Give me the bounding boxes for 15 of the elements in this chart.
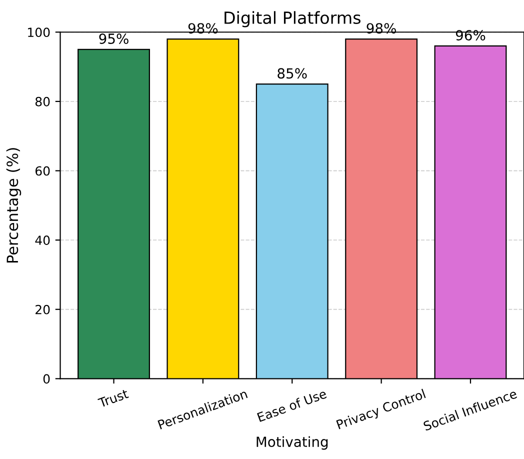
data-label: 95% bbox=[99, 33, 128, 44]
data-label: 98% bbox=[188, 23, 218, 34]
x-axis-title: Motivating bbox=[256, 436, 328, 450]
y-axis-title: Percentage (%) bbox=[6, 148, 22, 263]
chart-title: Digital Platforms bbox=[224, 11, 360, 28]
x-tick-label: Trust bbox=[98, 388, 129, 408]
y-tick-label: 20 bbox=[36, 304, 50, 314]
y-tick-label: 0 bbox=[43, 374, 50, 384]
y-tick-label: 100 bbox=[28, 28, 50, 38]
y-tick-label: 60 bbox=[36, 166, 50, 176]
y-tick-label: 80 bbox=[35, 96, 50, 106]
x-tick-label: Ease of Use bbox=[256, 388, 328, 422]
y-tick-label: 40 bbox=[35, 236, 50, 245]
data-label: 96% bbox=[456, 30, 486, 41]
data-label: 85% bbox=[278, 68, 307, 79]
